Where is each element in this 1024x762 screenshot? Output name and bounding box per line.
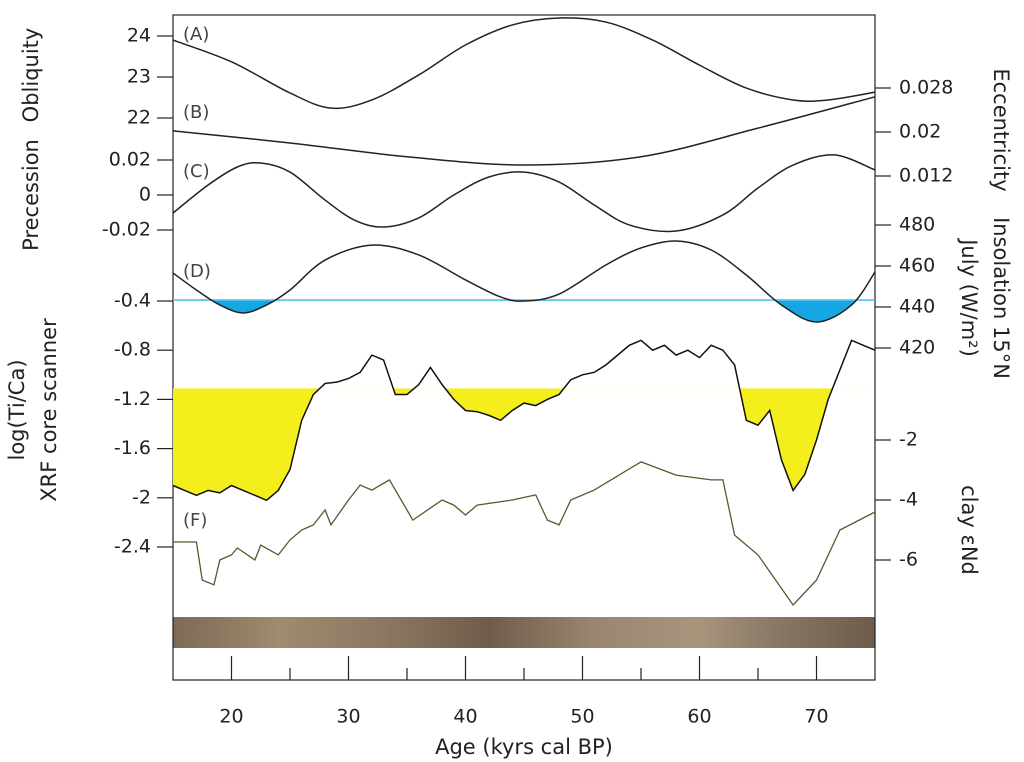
- y-axis-title: Insolation 15°N: [989, 217, 1013, 379]
- threshold-fill: [173, 388, 875, 501]
- y-tick-label: 0: [139, 184, 151, 206]
- y-tick-label: -2: [899, 429, 918, 451]
- y-axis-title: July (W/m²): [957, 237, 981, 357]
- y-axis-title: Eccentricity: [989, 68, 1013, 191]
- y-tick-label: -1.6: [114, 437, 151, 459]
- x-tick-label: 70: [804, 706, 828, 728]
- series-line: [172, 339, 876, 502]
- series-line: [172, 96, 876, 166]
- y-tick-label: 460: [899, 255, 935, 277]
- y-tick-label: -0.02: [102, 219, 151, 241]
- x-tick-label: 20: [219, 706, 243, 728]
- x-tick-label: 60: [687, 706, 711, 728]
- y-tick-label: 0.012: [899, 165, 953, 187]
- y-axis-title: Precession: [19, 139, 43, 251]
- panel-label: (A): [183, 24, 209, 45]
- panel-label: (D): [183, 261, 211, 282]
- y-axis-title: clay εNd: [957, 485, 981, 575]
- y-tick-label: -2.4: [114, 536, 151, 558]
- y-tick-label: 23: [127, 66, 151, 88]
- x-tick-label: 30: [336, 706, 360, 728]
- x-tick-label: 50: [570, 706, 594, 728]
- y-tick-label: -4: [899, 489, 918, 511]
- y-tick-label: -0.4: [114, 290, 151, 312]
- series-line: [172, 154, 876, 233]
- x-axis-title: Age (kyrs cal BP): [435, 735, 613, 759]
- y-tick-label: -0.8: [114, 339, 151, 361]
- frame: [172, 14, 876, 681]
- y-tick-label: -1.2: [114, 388, 151, 410]
- threshold-fill: [173, 300, 875, 322]
- y-tick-label: 24: [127, 25, 151, 47]
- panel-label: (B): [183, 102, 209, 123]
- y-tick-label: 22: [127, 107, 151, 129]
- y-tick-label: 0.028: [899, 77, 953, 99]
- y-tick-label: 440: [899, 296, 935, 318]
- y-tick-label: -6: [899, 549, 918, 571]
- core-photo: [173, 617, 875, 648]
- series-line: [172, 17, 876, 110]
- panel-label: (C): [183, 161, 210, 182]
- y-axis-title: XRF core scanner: [37, 318, 61, 502]
- y-axis-title: Obliquity: [19, 28, 43, 123]
- series-line: [173, 461, 876, 607]
- y-axis-title: log(Ti/Ca): [5, 359, 29, 460]
- series-line: [172, 240, 876, 323]
- panel-label: (F): [183, 510, 207, 531]
- y-tick-label: 420: [899, 337, 935, 359]
- y-tick-label: 480: [899, 214, 935, 236]
- x-tick-label: 40: [453, 706, 477, 728]
- y-tick-label: 0.02: [899, 121, 941, 143]
- y-tick-label: 0.02: [109, 149, 151, 171]
- y-tick-label: -2: [132, 486, 151, 508]
